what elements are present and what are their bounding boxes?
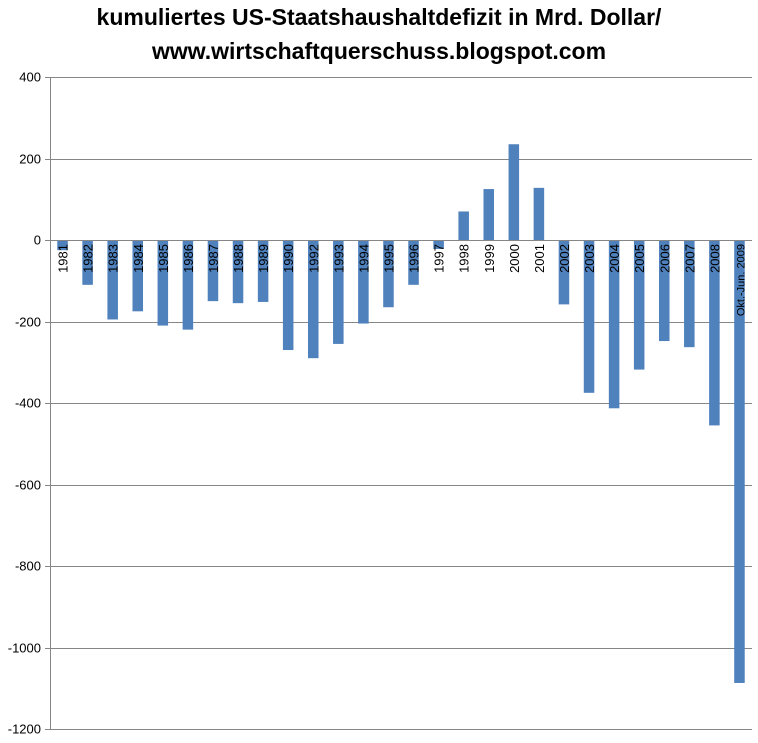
x-axis-labels: 1981 1982 1983 1984 1985 1986 1987 1988 1989 1990… [56, 244, 748, 316]
x-tick-label: 2005 [632, 244, 647, 273]
bar [684, 240, 695, 348]
bar [132, 240, 144, 312]
x-tick-label: 2008 [707, 244, 722, 273]
y-tick-label: -1200 [8, 722, 41, 737]
bar [583, 240, 595, 393]
bar [558, 240, 570, 305]
chart-title-line-1: kumuliertes US-Staatshaushaltdefizit in … [96, 4, 662, 30]
bar [57, 240, 68, 251]
bar [458, 211, 469, 240]
x-tick-label: Okt.-Jun. 2009 [735, 244, 747, 316]
x-tick-label: 1989 [256, 244, 271, 273]
bar [383, 240, 394, 308]
bar [207, 240, 219, 302]
x-tick-label: 1996 [407, 244, 422, 273]
x-tick-label: 2001 [532, 244, 547, 273]
bar [408, 240, 419, 285]
x-tick-label: 2003 [582, 244, 597, 273]
x-tick-label: 1997 [432, 244, 447, 273]
y-tick-label: -200 [15, 315, 41, 330]
bar [658, 240, 670, 342]
x-tick-label: 1987 [206, 244, 221, 273]
x-tick-label: 1993 [331, 244, 346, 273]
x-tick-label: 1981 [56, 244, 71, 273]
bar [633, 240, 645, 370]
bar [107, 240, 118, 320]
bar [483, 189, 495, 240]
bar [433, 240, 444, 249]
bar [307, 240, 319, 359]
x-tick-label: 1990 [281, 244, 296, 273]
x-tick-label: 1983 [106, 244, 121, 273]
y-tick-label: 0 [34, 233, 41, 248]
y-tick-label: -1000 [8, 641, 41, 656]
x-tick-label: 1986 [181, 244, 196, 273]
x-tick-label: 1999 [482, 244, 497, 273]
y-axis-ticks: 400 200 0 -200 -400 -600 -800 -1000 -1200 [8, 70, 50, 737]
y-tick-label: -800 [15, 559, 41, 574]
bars [57, 144, 745, 683]
bar [709, 240, 720, 426]
y-tick-label: 400 [19, 70, 41, 85]
bar [333, 240, 344, 344]
bar [533, 187, 545, 240]
y-tick-label: 200 [19, 152, 41, 167]
bar [232, 240, 244, 304]
bar [358, 240, 369, 324]
x-tick-label: 2002 [557, 244, 572, 273]
x-tick-label: 1985 [156, 244, 171, 273]
gridlines [50, 77, 752, 730]
y-tick-label: -600 [15, 478, 41, 493]
x-tick-label: 1988 [231, 244, 246, 273]
bar [157, 240, 169, 326]
x-tick-label: 1982 [81, 244, 96, 273]
bar [508, 144, 520, 240]
x-tick-label: 1998 [457, 244, 472, 273]
chart-title-line-2: www.wirtschaftquerschuss.blogspot.com [151, 38, 607, 64]
bar [608, 240, 620, 409]
x-tick-label: 2006 [657, 244, 672, 273]
x-tick-label: 2004 [607, 244, 622, 273]
bar [257, 240, 269, 302]
bar [182, 240, 194, 330]
bar [82, 240, 93, 285]
x-tick-label: 1992 [306, 244, 321, 273]
x-tick-label: 2007 [682, 244, 697, 273]
bar [734, 240, 745, 683]
x-tick-label: 1994 [356, 244, 371, 273]
bar [282, 240, 294, 351]
x-tick-label: 2000 [507, 244, 522, 273]
x-tick-label: 1984 [131, 244, 146, 273]
x-tick-label: 1995 [381, 244, 396, 273]
y-tick-label: -400 [15, 396, 41, 411]
axes [50, 77, 752, 729]
